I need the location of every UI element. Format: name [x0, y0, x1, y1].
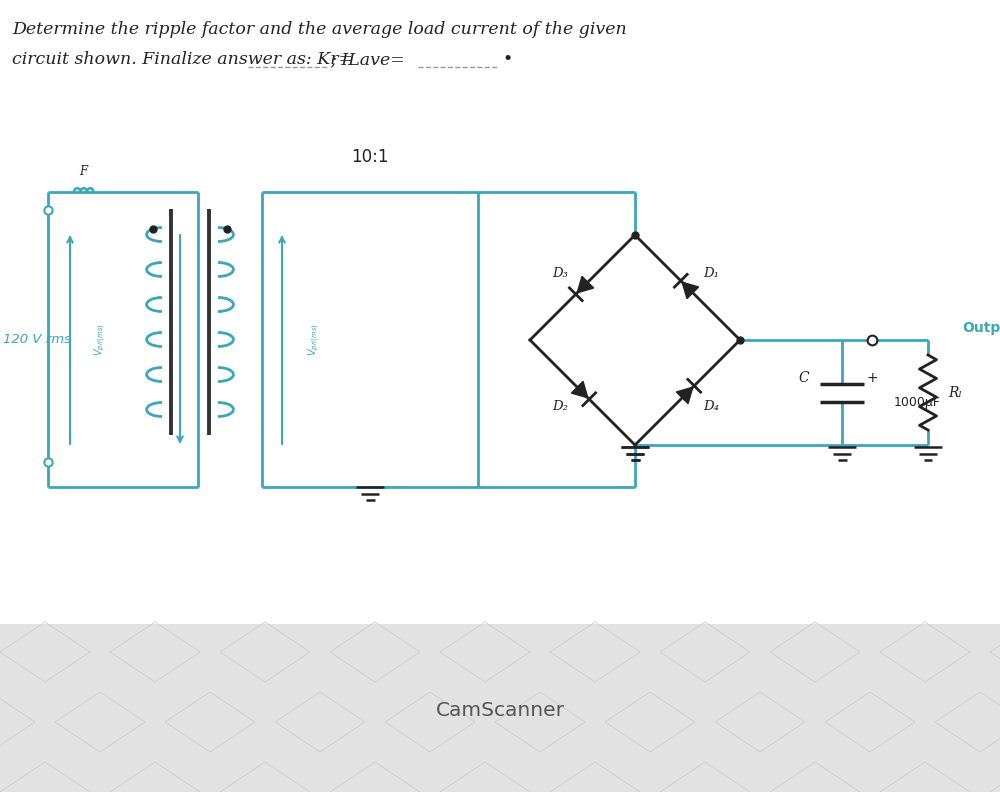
Bar	[0, 624, 1000, 792]
Text: circuit shown. Finalize answer as: Kr=: circuit shown. Finalize answer as: Kr=	[12, 51, 353, 68]
Text: 1000μF: 1000μF	[894, 396, 941, 409]
Text: +: +	[866, 371, 878, 386]
Text: F: F	[79, 165, 87, 178]
Text: Rₗ: Rₗ	[948, 386, 962, 399]
Polygon shape	[682, 282, 699, 299]
Text: 120 V rms: 120 V rms	[3, 333, 71, 346]
Text: D₃: D₃	[552, 267, 568, 280]
Text: 10:1: 10:1	[351, 148, 389, 166]
Text: D₂: D₂	[552, 400, 568, 413]
Polygon shape	[577, 276, 594, 293]
Polygon shape	[571, 382, 588, 398]
Text: •: •	[502, 51, 512, 68]
Text: $V_{pri(ms)}$: $V_{pri(ms)}$	[92, 323, 108, 356]
Text: $V_{pri(ms)}$: $V_{pri(ms)}$	[306, 323, 322, 356]
Text: ; ILave=: ; ILave=	[330, 51, 405, 68]
Text: Output: Output	[962, 321, 1000, 335]
Text: C: C	[799, 371, 809, 386]
Text: Determine the ripple factor and the average load current of the given: Determine the ripple factor and the aver…	[12, 21, 627, 39]
Text: D₄: D₄	[704, 400, 720, 413]
Polygon shape	[676, 387, 693, 404]
Bar	[0, 0, 1000, 627]
Text: CamScanner: CamScanner	[436, 700, 564, 719]
Text: D₁: D₁	[704, 267, 720, 280]
